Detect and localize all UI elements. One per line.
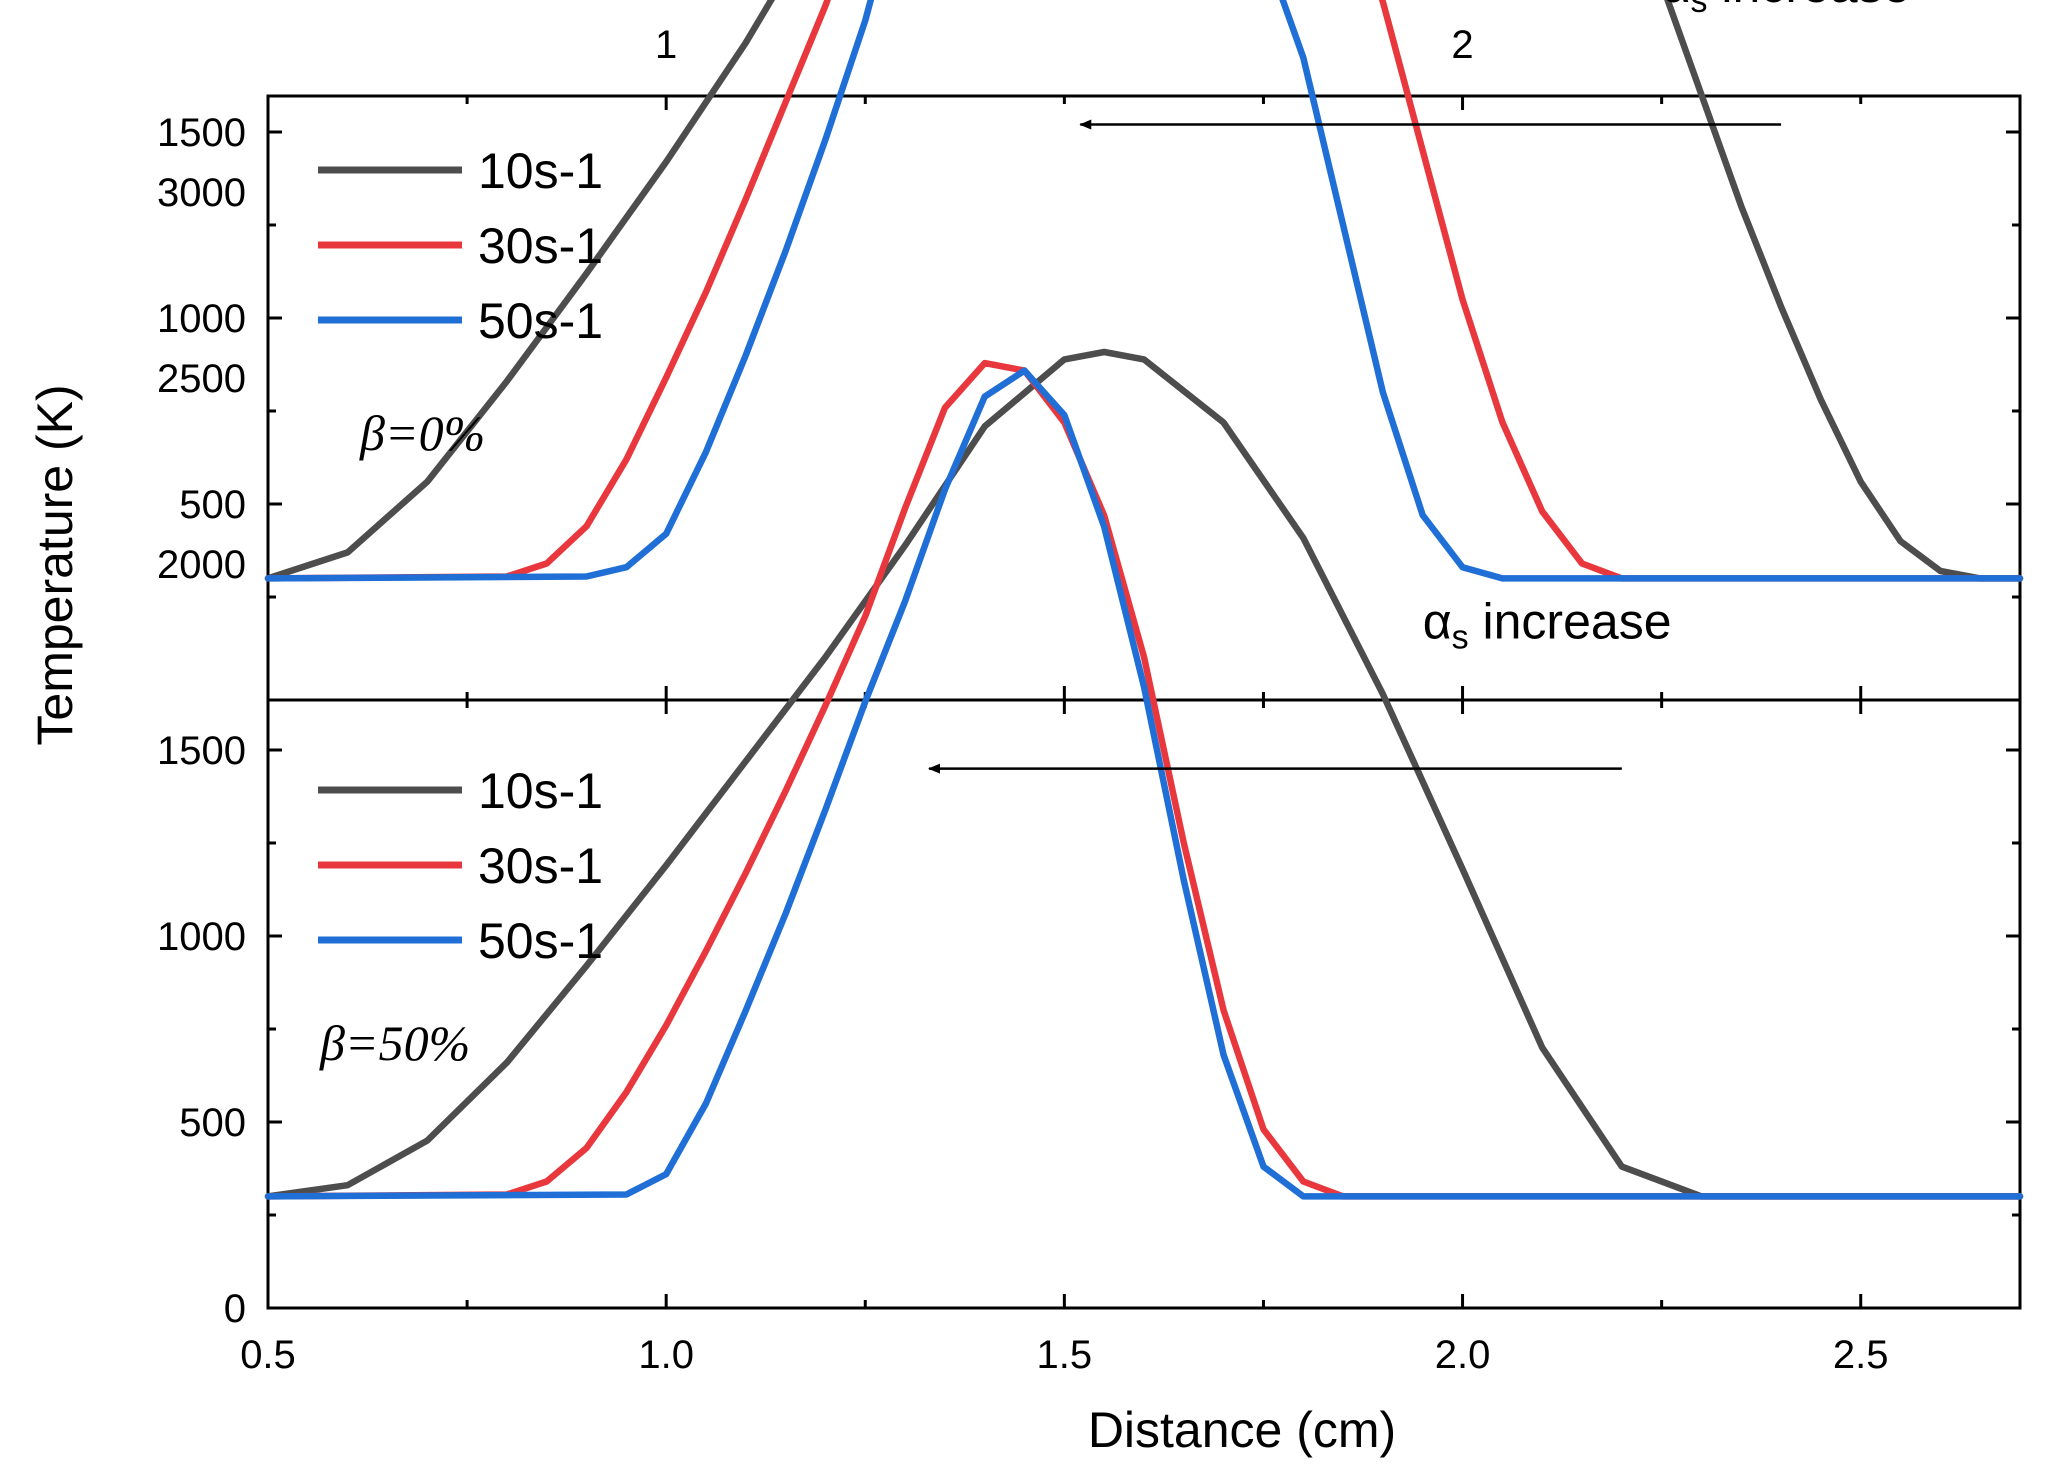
- y-tick-label: 3000: [157, 171, 246, 215]
- alpha-symbol: α: [1662, 0, 1691, 13]
- series-line-top-50s-1: [264, 0, 2024, 582]
- x-tick-label: 2.5: [1833, 1333, 1889, 1377]
- y-axis-title: Temperature (K): [27, 384, 83, 745]
- legend-label: 10s-1: [478, 763, 603, 819]
- legend-label: 50s-1: [478, 293, 603, 349]
- y-tick-label: 1000: [157, 915, 246, 959]
- series-line-bottom-10s-1: [264, 348, 2024, 1200]
- x-axis-title: Distance (cm): [1088, 1402, 1396, 1458]
- x-tick-label: 2.0: [1435, 1333, 1491, 1377]
- y-tick-label: 500: [179, 483, 246, 527]
- y-tick-label: 2000: [157, 543, 246, 587]
- legend-label: 50s-1: [478, 913, 603, 969]
- series-line-top-10s-1: [264, 0, 2024, 582]
- y-tick-label: 1500: [157, 111, 246, 155]
- alpha-symbol: α: [1423, 593, 1452, 649]
- alpha-subscript: s: [1691, 0, 1708, 20]
- data-series: [264, 0, 2024, 1200]
- beta-label: β=50%: [319, 1015, 470, 1071]
- x-tick-label: 0.5: [240, 1333, 296, 1377]
- annotation-word: increase: [1469, 593, 1672, 649]
- legend-label: 10s-1: [478, 143, 603, 199]
- legend-label: 30s-1: [478, 218, 603, 274]
- alpha-subscript: s: [1452, 618, 1469, 656]
- beta-label: β=0%: [359, 405, 485, 461]
- top-x-tick-label: 2: [1451, 23, 1473, 67]
- x-tick-label: 1.0: [638, 1333, 694, 1377]
- top-x-tick-label: 1: [655, 23, 677, 67]
- series-line-top-30s-1: [264, 0, 2024, 582]
- y-tick-label: 2500: [157, 357, 246, 401]
- y-tick-label: 500: [179, 1101, 246, 1145]
- x-tick-label: 1.5: [1037, 1333, 1093, 1377]
- series-line-bottom-30s-1: [264, 359, 2024, 1200]
- y-tick-label: 0: [224, 1287, 246, 1331]
- annotation-text: αs increase: [1662, 0, 1911, 20]
- series-line-bottom-50s-1: [264, 367, 2024, 1200]
- y-tick-label: 1000: [157, 297, 246, 341]
- legend-label: 30s-1: [478, 838, 603, 894]
- chart-text: 5001000150020002500300010s-130s-150s-1β=…: [157, 0, 1910, 1377]
- y-tick-label: 1500: [157, 729, 246, 773]
- annotation-word: increase: [1708, 0, 1911, 13]
- annotation-text: αs increase: [1423, 593, 1672, 656]
